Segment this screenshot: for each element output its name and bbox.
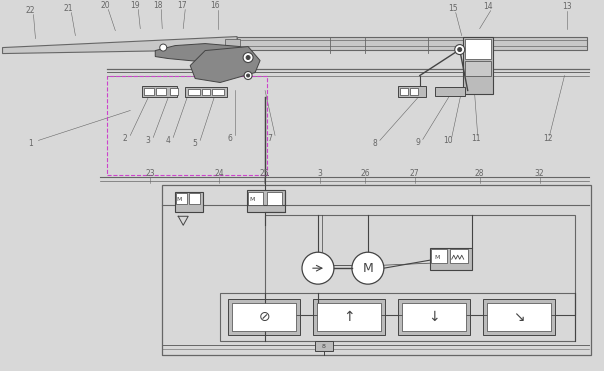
Bar (315, 341, 333, 351)
Text: ↓: ↓ (428, 310, 440, 324)
Bar (463, 37, 493, 95)
Text: 5: 5 (193, 139, 198, 148)
Bar (398, 86, 426, 98)
Circle shape (244, 72, 252, 79)
Bar (232, 303, 296, 331)
Bar (265, 215, 574, 315)
Bar (400, 89, 408, 95)
Bar (212, 89, 224, 95)
Bar (220, 293, 574, 341)
Text: 12: 12 (543, 134, 552, 143)
Circle shape (455, 45, 464, 55)
Bar (487, 303, 551, 331)
Text: 20: 20 (100, 1, 110, 10)
Bar (156, 89, 166, 95)
Circle shape (246, 56, 250, 60)
Text: 21: 21 (63, 4, 73, 13)
Text: 9: 9 (416, 138, 420, 147)
Text: 27: 27 (410, 169, 420, 178)
Text: 8: 8 (373, 139, 378, 148)
Circle shape (352, 252, 384, 284)
Bar (228, 299, 300, 335)
Text: 4: 4 (165, 136, 171, 145)
Bar (247, 190, 285, 212)
Circle shape (302, 252, 334, 284)
Text: ↘: ↘ (513, 310, 524, 324)
Text: 1: 1 (28, 139, 33, 148)
Polygon shape (2, 37, 237, 53)
Text: M: M (176, 197, 182, 202)
Bar (313, 299, 385, 335)
Circle shape (246, 74, 249, 77)
Bar (317, 303, 381, 331)
Text: 17: 17 (178, 1, 187, 10)
Text: 14: 14 (483, 2, 492, 11)
Bar (430, 248, 472, 270)
Bar (225, 39, 240, 50)
Bar (108, 76, 267, 175)
Text: 25: 25 (259, 169, 269, 178)
Text: 3: 3 (318, 169, 323, 178)
Text: 16: 16 (210, 1, 220, 10)
Text: 19: 19 (130, 1, 140, 10)
Text: 6: 6 (228, 134, 233, 143)
Text: 28: 28 (475, 169, 484, 178)
Bar (464, 60, 490, 76)
Text: 2: 2 (123, 134, 127, 143)
Text: M: M (362, 262, 373, 275)
Bar (431, 249, 447, 263)
Bar (170, 89, 178, 95)
Bar (188, 89, 200, 95)
Bar (410, 89, 418, 95)
Text: 15: 15 (448, 4, 458, 13)
Text: M: M (434, 255, 440, 260)
Polygon shape (190, 47, 260, 82)
Bar (162, 186, 591, 355)
Bar (143, 86, 177, 98)
Bar (202, 89, 210, 95)
Text: 3: 3 (146, 136, 151, 145)
Text: 24: 24 (214, 169, 224, 178)
Bar (483, 299, 554, 335)
Circle shape (458, 47, 461, 52)
Text: 7: 7 (268, 134, 272, 143)
Circle shape (243, 53, 253, 63)
Text: 23: 23 (146, 169, 155, 178)
Circle shape (159, 44, 167, 51)
Bar (450, 249, 467, 263)
Bar (398, 299, 470, 335)
Bar (176, 193, 187, 204)
Text: 11: 11 (471, 134, 480, 143)
Text: ⊘: ⊘ (259, 310, 270, 324)
Bar (435, 88, 464, 96)
Text: 13: 13 (562, 2, 571, 11)
Text: 8: 8 (322, 344, 326, 348)
Bar (175, 192, 203, 212)
Bar (248, 192, 263, 205)
Bar (185, 88, 227, 98)
Bar (464, 39, 490, 59)
Bar (189, 193, 200, 204)
Bar (402, 303, 466, 331)
Bar (144, 89, 154, 95)
Text: 22: 22 (26, 6, 35, 15)
Text: 18: 18 (153, 1, 163, 10)
Polygon shape (155, 43, 252, 63)
Text: M: M (249, 197, 255, 202)
Text: ↑: ↑ (343, 310, 355, 324)
Bar (237, 37, 586, 50)
Text: 26: 26 (360, 169, 370, 178)
Text: 32: 32 (535, 169, 544, 178)
Bar (267, 192, 282, 205)
Text: 10: 10 (443, 136, 452, 145)
